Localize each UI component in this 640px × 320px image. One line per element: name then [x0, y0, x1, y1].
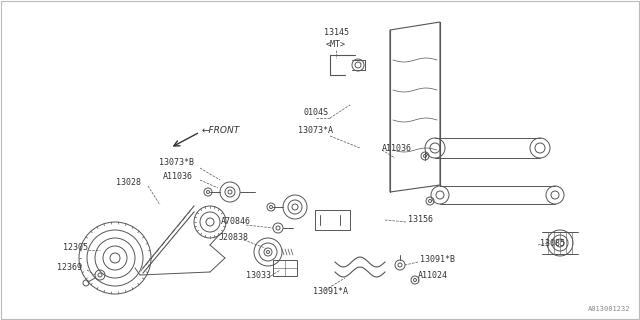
Text: 13091*A: 13091*A — [312, 287, 348, 297]
Text: 13033: 13033 — [246, 271, 271, 281]
Text: 13156: 13156 — [408, 215, 433, 225]
Text: 13073*A: 13073*A — [298, 125, 333, 134]
Text: A11036: A11036 — [163, 172, 193, 180]
Text: 13028: 13028 — [115, 178, 141, 187]
Text: 13145: 13145 — [323, 28, 349, 36]
Text: A11036: A11036 — [382, 143, 412, 153]
Text: 12305: 12305 — [63, 244, 88, 252]
Text: ←FRONT: ←FRONT — [202, 125, 240, 134]
Text: <MT>: <MT> — [326, 39, 346, 49]
Text: 0104S: 0104S — [303, 108, 328, 116]
Text: A70846: A70846 — [221, 218, 251, 227]
Text: 13085: 13085 — [540, 238, 565, 247]
Text: 12369: 12369 — [57, 263, 82, 273]
Text: 13091*B: 13091*B — [420, 255, 455, 265]
Text: A11024: A11024 — [418, 271, 448, 281]
Text: 13073*B: 13073*B — [159, 157, 193, 166]
Text: J20838: J20838 — [219, 233, 249, 242]
Text: A013001232: A013001232 — [588, 306, 630, 312]
